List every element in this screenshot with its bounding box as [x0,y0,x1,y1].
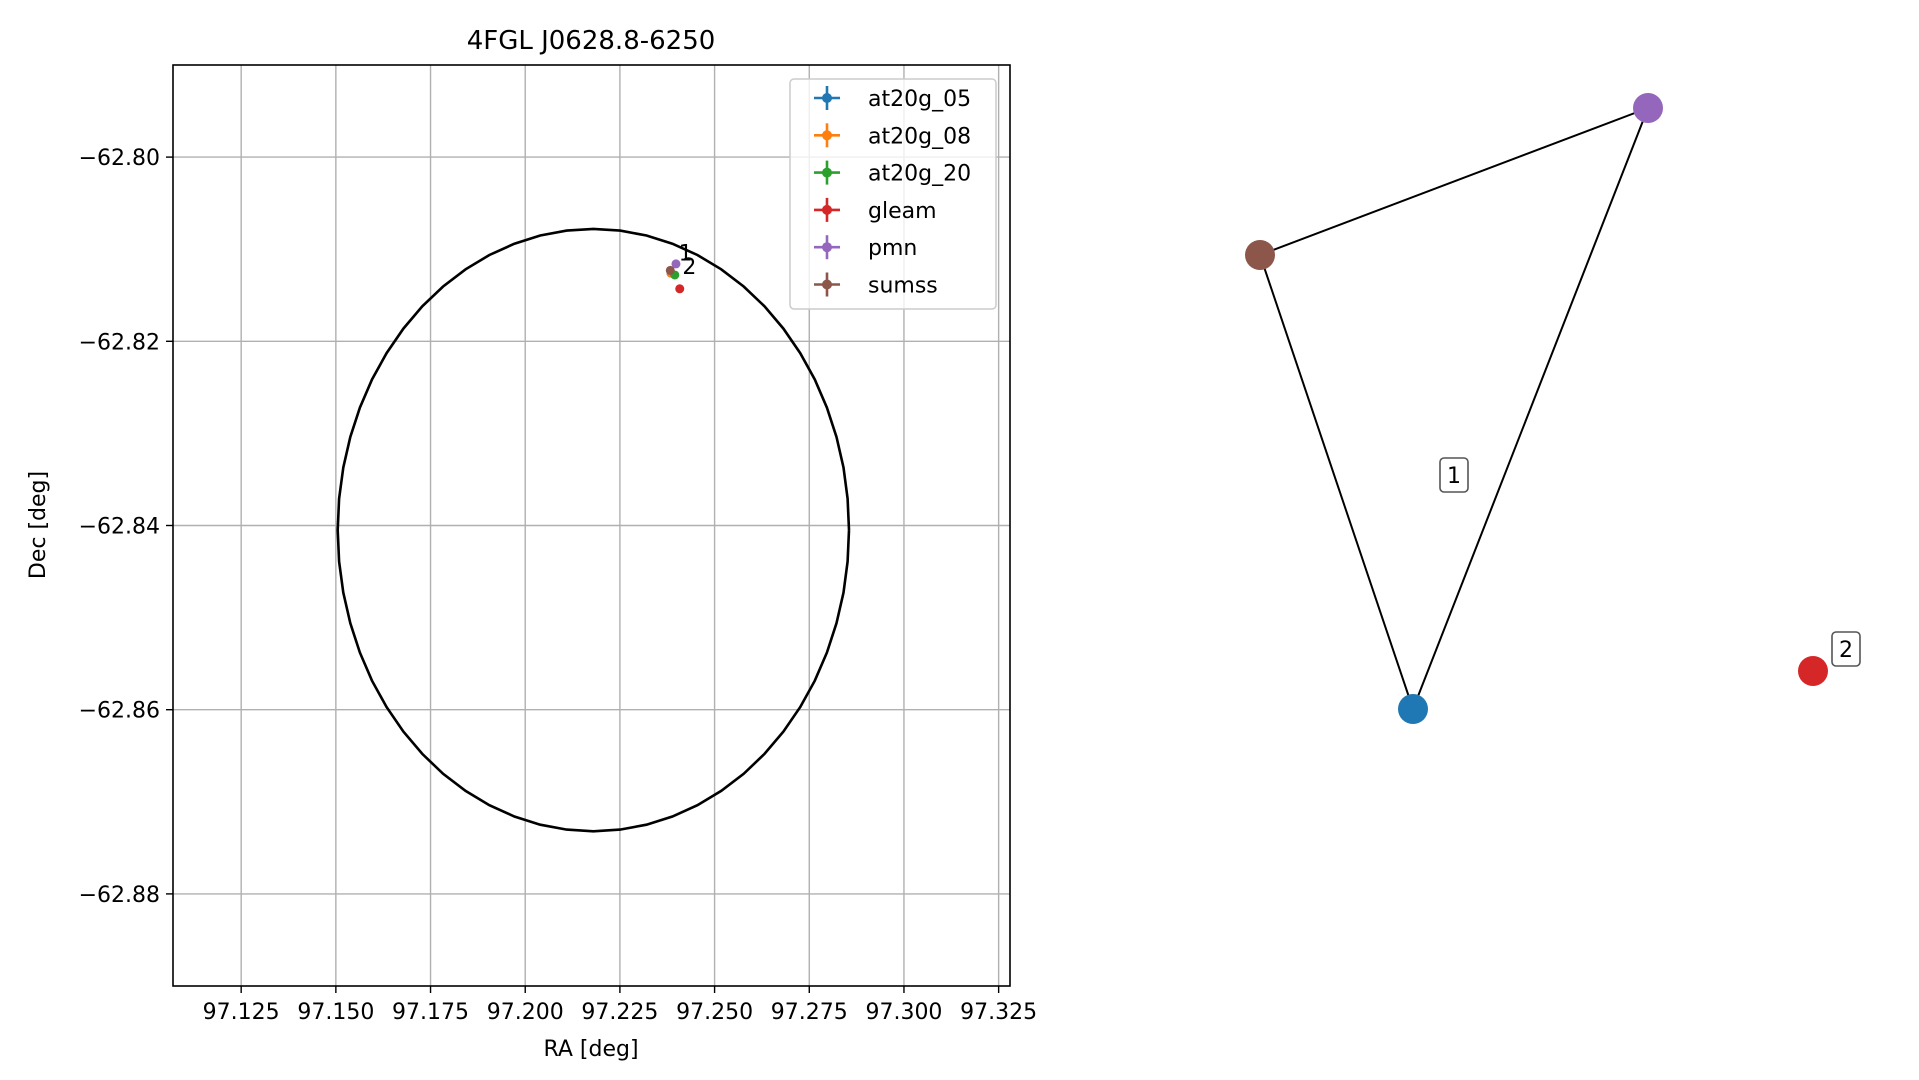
legend-label: at20g_20 [868,162,971,187]
y-tick-label: −62.82 [79,330,160,355]
legend-label: at20g_05 [868,87,971,112]
legend-marker-dot [822,279,832,290]
legend-marker-dot [822,93,832,103]
node-sumss [1245,240,1275,270]
x-tick-label: 97.250 [676,1000,753,1025]
legend-marker-dot [822,167,832,178]
legend-label: pmn [868,236,917,261]
x-tick-label: 97.150 [297,1000,374,1025]
chart-title: 4FGL J0628.8-6250 [467,26,716,56]
x-tick-label: 97.125 [203,1000,280,1025]
point-pmn [671,259,681,269]
x-tick-label: 97.300 [865,1000,942,1025]
group-label-2: 2 [1831,631,1861,667]
legend-marker-dot [822,204,832,215]
y-tick-label: −62.80 [79,146,160,171]
y-tick-label: −62.84 [79,515,160,540]
edge-sumss-at20g_05 [1259,254,1414,710]
node-pmn [1633,93,1663,123]
annotation-2: 2 [682,255,696,280]
group-label-1-text: 1 [1447,464,1461,489]
group-label-2-box [1831,631,1861,667]
group-label-2-text: 2 [1839,638,1853,663]
annotation-1: 1 [679,241,693,266]
scatter-panel: 12 97.125 97.150 97.175 97.200 97.225 97.250 9… [26,26,1037,1062]
edge-sumss-pmn [1259,107,1649,256]
point-gleam [675,284,685,294]
network-panel: 1 2 [1245,93,1861,724]
x-tick-label: 97.200 [487,1000,564,1025]
legend-item-sumss: sumss [814,272,938,299]
y-tick-label: −62.86 [79,699,160,724]
y-axis-label: Dec [deg] [26,471,51,579]
edge-pmn-at20g_05 [1412,107,1649,710]
localization-ellipse [336,227,851,833]
legend-item-at20g_05: at20g_05 [814,86,971,112]
y-tick-label: −62.88 [79,883,160,908]
x-tick-label: 97.225 [581,1000,658,1025]
legend-item-gleam: gleam [814,197,937,224]
x-axis-ticks: 97.125 97.150 97.175 97.200 97.225 97.250 97.2… [203,986,1037,1025]
network-edges [1259,107,1649,710]
legend-box [789,78,997,310]
legend-item-pmn: pmn [814,235,917,261]
x-tick-label: 97.325 [960,1000,1037,1025]
x-tick-label: 97.275 [771,1000,848,1025]
legend-item-at20g_08: at20g_08 [814,123,971,149]
node-gleam [1798,656,1828,686]
legend-label: sumss [868,274,938,299]
legend-label: gleam [868,199,937,224]
legend-item-at20g_20: at20g_20 [814,160,971,187]
point-sumss [665,265,675,275]
node-at20g_05 [1398,694,1428,724]
x-axis-label: RA [deg] [543,1037,638,1062]
point-annotations: 12 [679,241,697,280]
legend-marker-dot [822,242,832,253]
group-label-1: 1 [1439,457,1469,493]
group-label-1-box [1439,457,1469,493]
grid-lines [173,65,1010,986]
x-tick-label: 97.175 [392,1000,469,1025]
legend-marker-dot [822,130,832,141]
legend-label: at20g_08 [868,124,971,149]
network-nodes [1245,93,1828,724]
data-points [665,259,685,294]
y-axis-ticks: −62.80 −62.82 −62.84 −62.86 −62.88 [79,146,173,908]
